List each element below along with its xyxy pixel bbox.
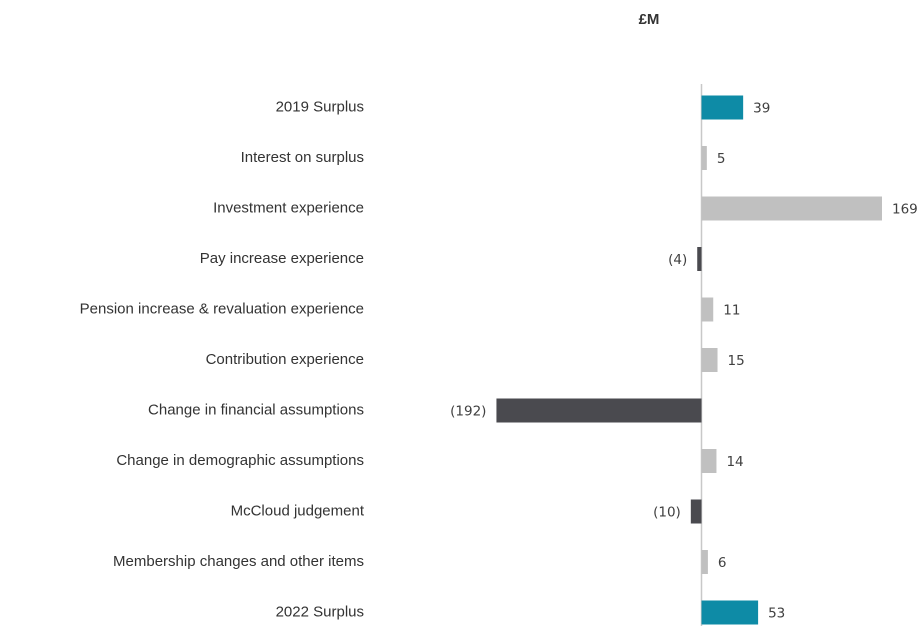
- bar: [701, 348, 718, 372]
- value-label: 169: [892, 202, 918, 218]
- value-label: 11: [723, 303, 740, 319]
- category-label: Contribution experience: [206, 351, 364, 368]
- value-label: 6: [718, 555, 727, 571]
- bar: [701, 550, 708, 574]
- chart-title: £M: [639, 11, 660, 28]
- category-label: Change in demographic assumptions: [116, 452, 364, 469]
- category-label: Interest on surplus: [241, 149, 364, 166]
- category-label: Investment experience: [213, 199, 364, 216]
- bar: [496, 398, 702, 423]
- value-label: 14: [726, 454, 743, 470]
- value-label: 15: [728, 353, 745, 369]
- category-label: Pay increase experience: [200, 250, 364, 267]
- bar: [701, 600, 759, 625]
- category-label: Membership changes and other items: [113, 553, 364, 570]
- value-label: 5: [717, 151, 726, 167]
- bar: [701, 196, 882, 221]
- bar: [701, 449, 717, 473]
- category-label: 2019 Surplus: [276, 98, 364, 115]
- value-label: (10): [653, 505, 681, 521]
- bar: [701, 95, 744, 120]
- value-label: 53: [768, 606, 785, 622]
- bar: [701, 297, 714, 322]
- bar: [697, 247, 702, 271]
- value-label: 39: [753, 101, 770, 117]
- category-label: Change in financial assumptions: [148, 401, 364, 418]
- value-label: (4): [668, 252, 687, 268]
- bar: [690, 499, 702, 524]
- category-label: Pension increase & revaluation experienc…: [80, 300, 364, 317]
- category-label: McCloud judgement: [231, 502, 365, 519]
- category-label: 2022 Surplus: [276, 603, 364, 620]
- value-label: (192): [450, 404, 486, 420]
- bar: [701, 146, 707, 170]
